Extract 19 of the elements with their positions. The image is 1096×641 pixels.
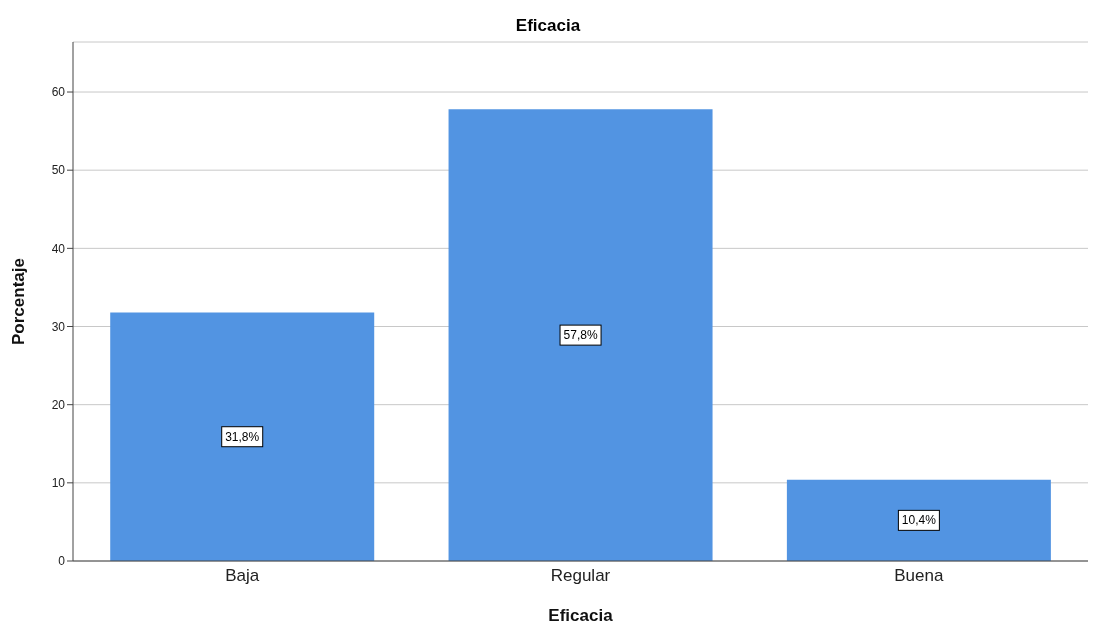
chart-title: Eficacia [514, 16, 582, 36]
data-label: 57,8% [563, 328, 598, 343]
y-tick-label: 10 [51, 476, 66, 491]
y-axis-title: Porcentaje [9, 258, 29, 345]
y-tick-label: 60 [51, 85, 66, 100]
y-tick-label: 20 [51, 397, 66, 412]
y-tick-label: 30 [51, 319, 66, 334]
data-label: 10,4% [901, 513, 937, 528]
bar [110, 312, 375, 561]
x-tick-label: Regular [550, 566, 611, 586]
y-tick-label: 40 [51, 241, 66, 256]
bar [786, 479, 1051, 561]
x-axis-title: Eficacia [548, 606, 614, 625]
x-tick-label: Baja [225, 566, 260, 586]
data-label: 31,8% [225, 429, 260, 444]
x-tick-label: Buena [894, 566, 944, 586]
bar [448, 109, 713, 561]
y-tick-label: 0 [58, 554, 66, 569]
y-tick-label: 50 [51, 163, 66, 178]
